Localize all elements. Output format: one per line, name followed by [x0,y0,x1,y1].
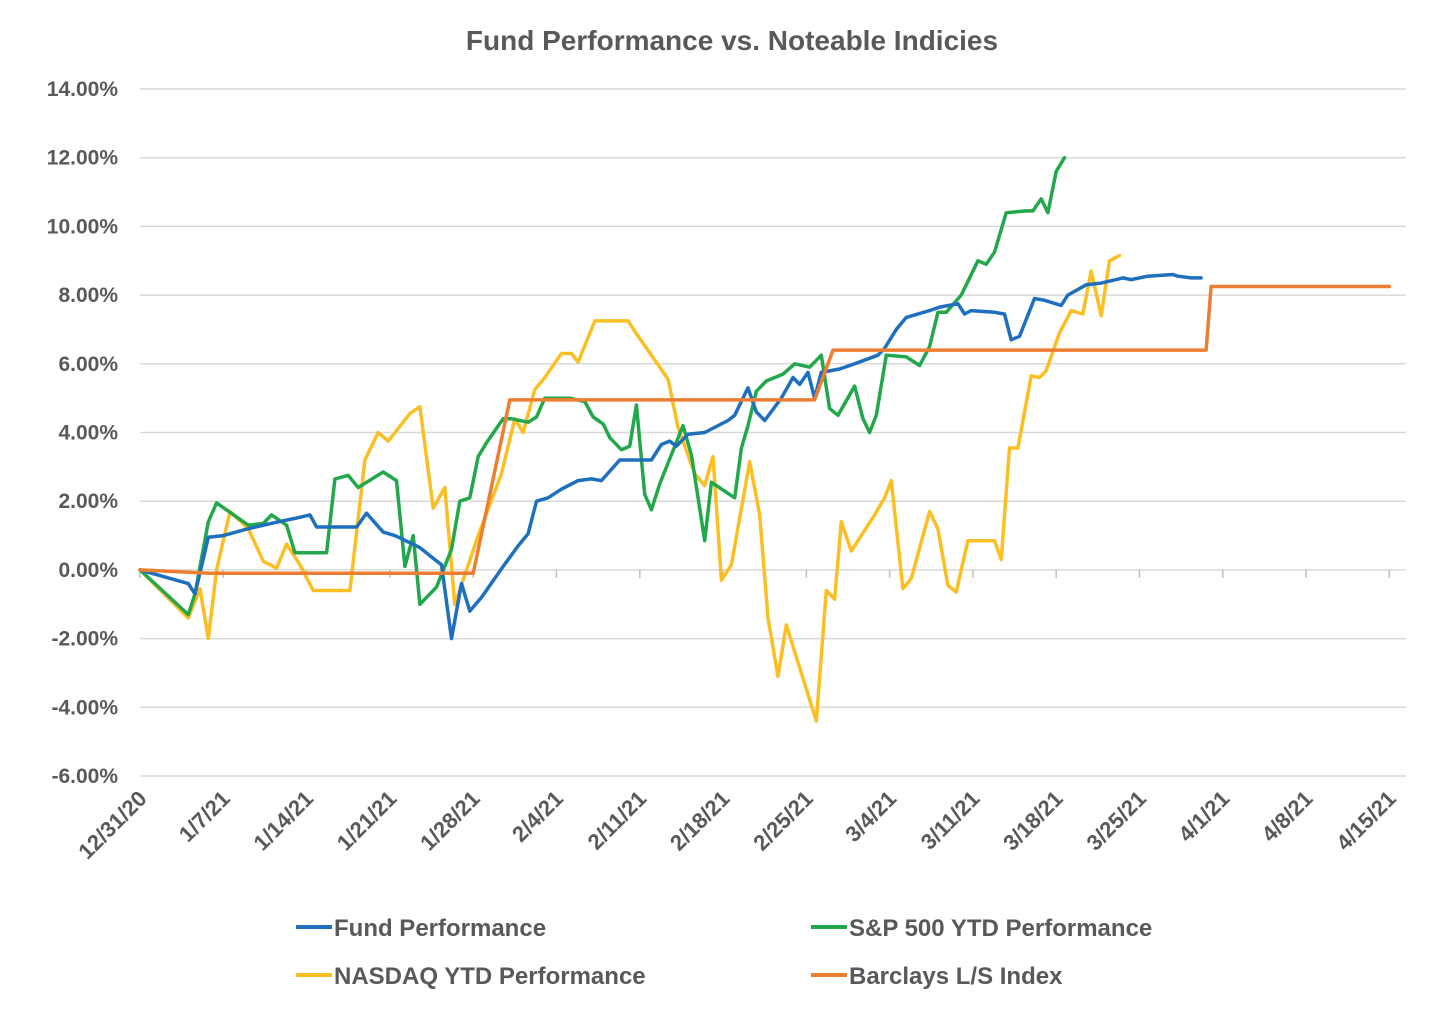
y-tick-label: -2.00% [51,628,118,651]
y-tick-label: -4.00% [51,696,118,719]
legend-label: NASDAQ YTD Performance [334,963,646,990]
x-tick-label: 2/4/21 [507,786,568,847]
x-tick-label: 2/18/21 [665,786,735,856]
x-tick-label: 1/21/21 [332,786,402,856]
legend-label: Barclays L/S Index [849,963,1063,990]
y-tick-label: 6.00% [58,353,118,376]
y-tick-label: 2.00% [58,490,118,513]
y-tick-label: 12.00% [47,147,119,170]
series-line-3 [138,284,1392,576]
y-tick-label: -6.00% [51,765,118,788]
legend-label: Fund Performance [334,915,546,942]
chart-title: Fund Performance vs. Noteable Indicies [466,25,998,56]
series-lines [138,155,1392,723]
x-tick-label: 3/11/21 [916,786,985,855]
x-tick-label: 1/14/21 [249,786,319,856]
legend: Fund Performance S&P 500 YTD Performance N… [296,915,1152,990]
series-line-2 [138,253,1122,723]
x-tick-label: 2/11/21 [583,786,652,855]
x-tick-label: 3/25/21 [1081,786,1151,856]
legend-label: S&P 500 YTD Performance [849,915,1152,942]
y-tick-label: 10.00% [47,215,119,238]
x-tick-label: 1/28/21 [415,786,485,856]
y-tick-label: 4.00% [58,422,118,445]
x-tick-label: 4/8/21 [1257,786,1318,847]
x-tick-label: 3/18/21 [998,786,1068,856]
x-tick-label: 1/7/21 [174,786,235,847]
x-tick-label: 3/4/21 [840,786,901,847]
x-tick-label: 4/1/21 [1173,786,1234,847]
y-tick-label: 0.00% [58,559,118,582]
gridlines [140,88,1406,777]
series-line-1 [138,155,1067,617]
x-tick-label: 4/15/21 [1331,786,1401,856]
y-tick-label: 8.00% [58,284,118,307]
y-axis-ticks: 14.00% 12.00% 10.00% 8.00% 6.00% 4.00% 2.00% 0.… [47,78,119,788]
x-axis-ticks: 12/31/20 1/7/21 1/14/21 1/21/21 1/28/21 2/4/2… [73,569,1401,864]
x-tick-label: 12/31/20 [73,786,151,864]
x-tick-label: 2/25/21 [748,786,818,856]
series-line-0 [138,272,1203,641]
y-tick-label: 14.00% [47,78,119,101]
